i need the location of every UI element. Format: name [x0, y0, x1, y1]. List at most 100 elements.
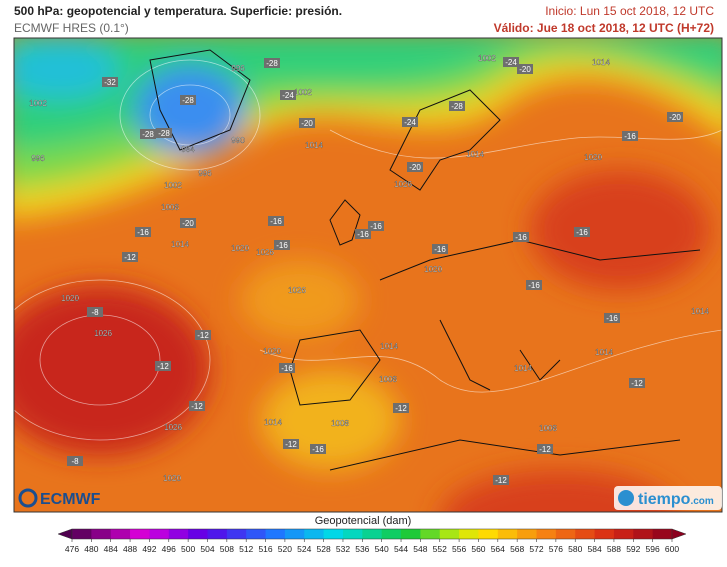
colorbar-swatch [401, 529, 421, 539]
colorbar-tick-label: 508 [220, 544, 234, 554]
temperature-label: -16 [606, 314, 618, 323]
colorbar-swatch [265, 529, 286, 539]
temperature-label: -28 [451, 102, 463, 111]
pressure-label: 1014 [305, 141, 323, 150]
pressure-label: 1014 [691, 307, 709, 316]
colorbar-swatch [149, 529, 170, 539]
logo-tiempo: tiempo.com [614, 486, 722, 510]
temperature-box [87, 307, 103, 317]
temperature-box [667, 112, 683, 122]
colorbar-tick-label: 564 [491, 544, 505, 554]
temperature-label: -12 [495, 476, 507, 485]
pressure-label: 1020 [263, 347, 281, 356]
pressure-label: 1014 [264, 418, 282, 427]
colorbar-swatch [633, 529, 654, 539]
colorbar-swatch [91, 529, 112, 539]
temperature-box [622, 131, 638, 141]
temperature-label: -16 [528, 281, 540, 290]
colorbar-swatch [188, 529, 208, 539]
init-time: Inicio: Lun 15 oct 2018, 12 UTC [545, 4, 714, 18]
temperature-label: -20 [669, 113, 681, 122]
title: 500 hPa: geopotencial y temperatura. Sup… [14, 4, 342, 18]
temperature-box [274, 240, 290, 250]
temperature-box [368, 221, 384, 231]
pressure-label: 996 [231, 64, 245, 73]
colorbar-tick-label: 548 [413, 544, 427, 554]
pressure-label: 1002 [164, 181, 182, 190]
colorbar-swatch [459, 529, 479, 539]
colorbar-tick-label: 584 [587, 544, 601, 554]
pressure-label: 1008 [379, 375, 397, 384]
colorbar-tick-label: 576 [549, 544, 563, 554]
colorbar-tick-label: 516 [258, 544, 272, 554]
colorbar-tick-label: 528 [317, 544, 331, 554]
temperature-label: -8 [71, 457, 79, 466]
colorbar-tick-label: 476 [65, 544, 79, 554]
temperature-label: -28 [142, 130, 154, 139]
temperature-label: -20 [409, 163, 421, 172]
colorbar-tick-label: 588 [607, 544, 621, 554]
pressure-label: 1020 [231, 244, 249, 253]
colorbar-swatch [304, 529, 325, 539]
colorbar-tick-label: 536 [355, 544, 369, 554]
temperature-box [135, 227, 151, 237]
temperature-box [155, 361, 171, 371]
map: 1002 996 996 1002 990 984 996 1002 1008 1014 1014 1… [14, 38, 722, 512]
temperature-box [432, 244, 448, 254]
temperature-label: -24 [505, 58, 517, 67]
colorbar-tick-label: 492 [142, 544, 156, 554]
map-frame [13, 37, 723, 513]
temperature-box [189, 401, 205, 411]
colorbar-tick-label: 596 [646, 544, 660, 554]
temperature-box [283, 439, 299, 449]
colorbar-swatch [226, 529, 247, 539]
temperature-label: -24 [404, 118, 416, 127]
colorbar-swatch [246, 529, 267, 539]
temperature-label: -32 [104, 78, 116, 87]
temperature-label: -24 [282, 91, 294, 100]
temperature-box [449, 101, 465, 111]
colorbar-end-left [57, 528, 73, 540]
temperature-box [279, 363, 295, 373]
colorbar-swatch [284, 529, 305, 539]
temperature-label: -12 [285, 440, 297, 449]
colorbar-swatch [362, 529, 383, 539]
pressure-label: 1026 [288, 286, 306, 295]
temperature-label: -28 [266, 59, 278, 68]
temperature-box [517, 64, 533, 74]
temperature-box [402, 117, 418, 127]
temperature-box [264, 58, 280, 68]
colorbar-tick-label: 556 [452, 544, 466, 554]
colorbar-swatch [130, 529, 150, 539]
colorbar-swatch [536, 529, 557, 539]
temperature-box [122, 252, 138, 262]
pressure-label: 1002 [478, 54, 496, 63]
colorbar-swatch [594, 529, 615, 539]
pressure-label: 1026 [94, 329, 112, 338]
temperature-box [503, 57, 519, 67]
temperature-label: -16 [576, 228, 588, 237]
pressure-label: 1014 [595, 348, 613, 357]
pressure-label: 1020 [163, 474, 181, 483]
colorbar-tick-label: 488 [123, 544, 137, 554]
temperature-label: -20 [519, 65, 531, 74]
temperature-label: -16 [137, 228, 149, 237]
colorbar-tick-label: 568 [510, 544, 524, 554]
colorbar-tick-label: 544 [394, 544, 408, 554]
logo-tiempo-text: tiempo.com [638, 491, 714, 508]
pressure-label: 996 [31, 154, 45, 163]
pressure-label: 1014 [514, 364, 532, 373]
pressure-label: 984 [181, 145, 195, 154]
temperature-label: -20 [182, 219, 194, 228]
temperature-label: -12 [191, 402, 203, 411]
pressure-label: 1008 [161, 203, 179, 212]
temperature-box [629, 378, 645, 388]
colorbar-end-right [671, 528, 687, 540]
logo-ecmwf-text: ECMWF [40, 491, 101, 508]
temperature-box [393, 403, 409, 413]
temperature-label: -12 [631, 379, 643, 388]
temperature-box [604, 313, 620, 323]
colorbar-tick-label: 532 [336, 544, 350, 554]
colorbar-swatch [420, 529, 441, 539]
